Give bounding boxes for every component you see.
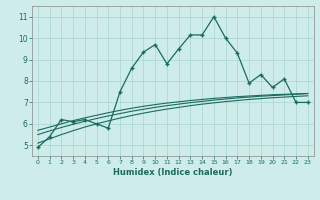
X-axis label: Humidex (Indice chaleur): Humidex (Indice chaleur) bbox=[113, 168, 233, 177]
